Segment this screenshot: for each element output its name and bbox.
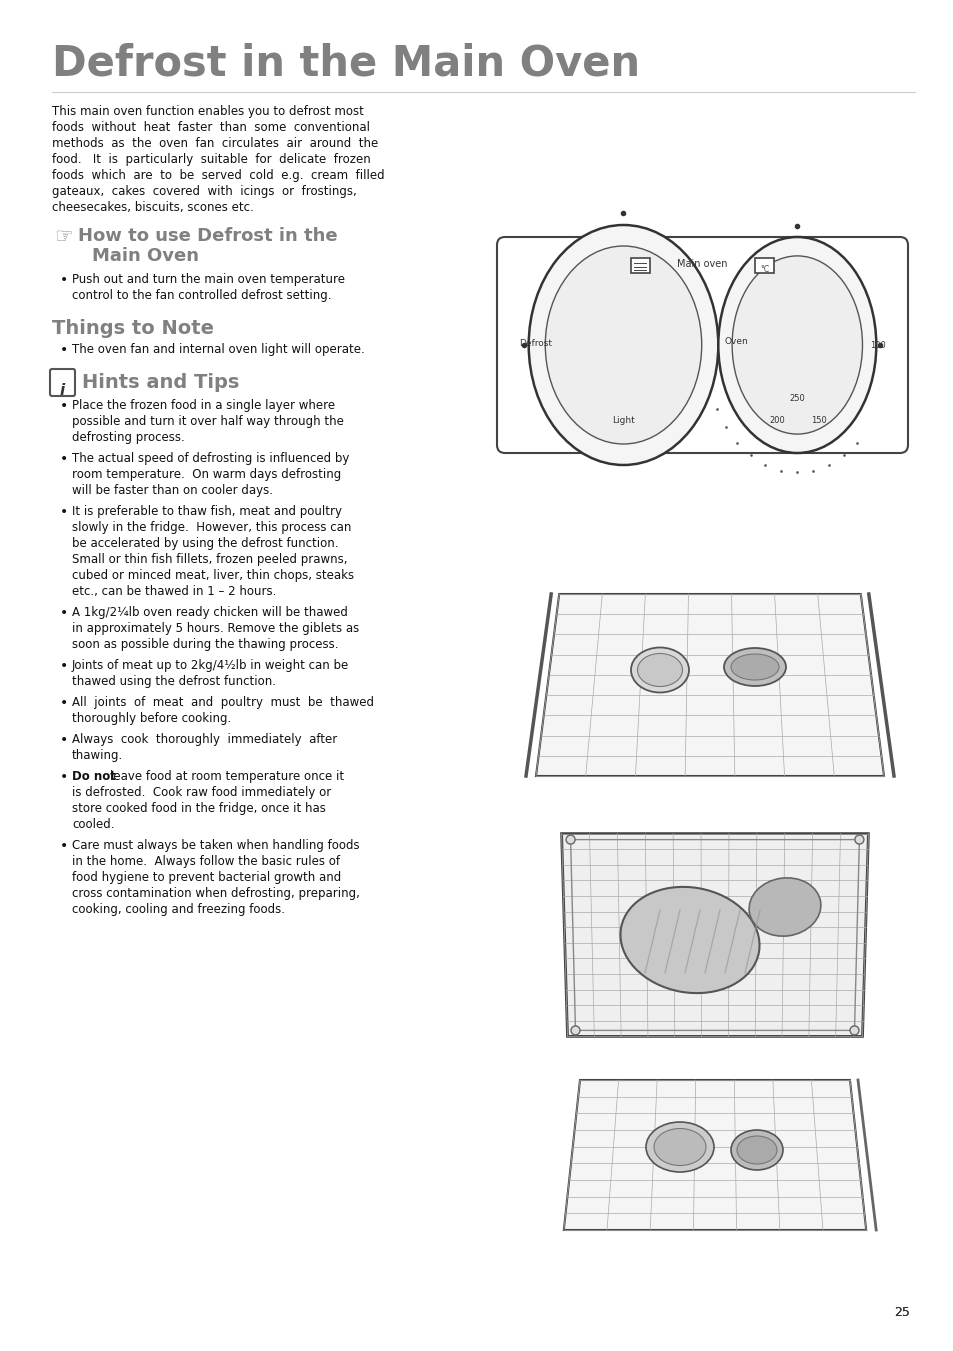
Text: possible and turn it over half way through the: possible and turn it over half way throu… [71, 415, 343, 428]
Text: •: • [60, 273, 69, 286]
Text: •: • [60, 343, 69, 357]
Text: 100: 100 [869, 340, 885, 350]
Text: •: • [60, 659, 69, 673]
Text: How to use Defrost in the: How to use Defrost in the [78, 227, 337, 245]
Text: leave food at room temperature once it: leave food at room temperature once it [110, 770, 344, 784]
Ellipse shape [654, 1128, 705, 1166]
Text: will be faster than on cooler days.: will be faster than on cooler days. [71, 484, 273, 497]
Polygon shape [563, 1079, 865, 1229]
Text: thoroughly before cooking.: thoroughly before cooking. [71, 712, 231, 725]
Text: slowly in the fridge.  However, this process can: slowly in the fridge. However, this proc… [71, 521, 351, 534]
Text: The oven fan and internal oven light will operate.: The oven fan and internal oven light wil… [71, 343, 364, 357]
Text: thawing.: thawing. [71, 748, 123, 762]
Circle shape [571, 1025, 579, 1035]
Text: 25: 25 [893, 1306, 909, 1319]
Text: This main oven function enables you to defrost most: This main oven function enables you to d… [52, 105, 363, 118]
Text: Care must always be taken when handling foods: Care must always be taken when handling … [71, 839, 359, 852]
Text: foods  without  heat  faster  than  some  conventional: foods without heat faster than some conv… [52, 122, 370, 134]
Circle shape [854, 835, 863, 844]
Text: cross contamination when defrosting, preparing,: cross contamination when defrosting, pre… [71, 888, 359, 900]
Text: is defrosted.  Cook raw food immediately or: is defrosted. Cook raw food immediately … [71, 786, 331, 798]
Text: room temperature.  On warm days defrosting: room temperature. On warm days defrostin… [71, 467, 341, 481]
Polygon shape [536, 594, 883, 775]
Ellipse shape [748, 878, 820, 936]
Ellipse shape [619, 886, 759, 993]
Text: •: • [60, 505, 69, 519]
Ellipse shape [730, 1129, 782, 1170]
Text: 200: 200 [769, 416, 784, 426]
FancyBboxPatch shape [497, 236, 907, 453]
Text: defrosting process.: defrosting process. [71, 431, 185, 444]
Text: A 1kg/2¼lb oven ready chicken will be thawed: A 1kg/2¼lb oven ready chicken will be th… [71, 607, 348, 619]
Text: •: • [60, 770, 69, 784]
Text: be accelerated by using the defrost function.: be accelerated by using the defrost func… [71, 536, 338, 550]
Ellipse shape [730, 654, 779, 680]
Text: 250: 250 [788, 393, 804, 403]
Text: cooking, cooling and freezing foods.: cooking, cooling and freezing foods. [71, 902, 285, 916]
Text: 150: 150 [811, 416, 826, 426]
Text: All  joints  of  meat  and  poultry  must  be  thawed: All joints of meat and poultry must be t… [71, 696, 374, 709]
Text: Always  cook  thoroughly  immediately  after: Always cook thoroughly immediately after [71, 734, 337, 746]
Text: •: • [60, 839, 69, 852]
Text: store cooked food in the fridge, once it has: store cooked food in the fridge, once it… [71, 802, 326, 815]
Text: i: i [60, 382, 65, 399]
Text: Light: Light [612, 416, 634, 426]
Text: Small or thin fish fillets, frozen peeled prawns,: Small or thin fish fillets, frozen peele… [71, 553, 347, 566]
Text: in approximately 5 hours. Remove the giblets as: in approximately 5 hours. Remove the gib… [71, 621, 359, 635]
Text: gateaux,  cakes  covered  with  icings  or  frostings,: gateaux, cakes covered with icings or fr… [52, 185, 356, 199]
Text: food.   It  is  particularly  suitable  for  delicate  frozen: food. It is particularly suitable for de… [52, 153, 371, 166]
Text: Defrost in the Main Oven: Defrost in the Main Oven [52, 42, 639, 84]
Text: ☞: ☞ [54, 227, 72, 247]
Text: methods  as  the  oven  fan  circulates  air  around  the: methods as the oven fan circulates air a… [52, 136, 377, 150]
Text: Hints and Tips: Hints and Tips [82, 373, 239, 392]
Text: in the home.  Always follow the basic rules of: in the home. Always follow the basic rul… [71, 855, 339, 867]
Text: cooled.: cooled. [71, 817, 114, 831]
FancyBboxPatch shape [754, 258, 773, 273]
Text: etc., can be thawed in 1 – 2 hours.: etc., can be thawed in 1 – 2 hours. [71, 585, 276, 598]
Ellipse shape [545, 246, 701, 444]
Text: Defrost: Defrost [518, 339, 552, 347]
Text: It is preferable to thaw fish, meat and poultry: It is preferable to thaw fish, meat and … [71, 505, 341, 517]
Text: 25: 25 [893, 1306, 909, 1319]
Ellipse shape [528, 226, 718, 465]
Text: control to the fan controlled defrost setting.: control to the fan controlled defrost se… [71, 289, 331, 303]
Ellipse shape [645, 1121, 713, 1173]
Circle shape [849, 1025, 858, 1035]
Ellipse shape [637, 654, 681, 686]
Ellipse shape [737, 1136, 776, 1165]
Text: Things to Note: Things to Note [52, 319, 213, 338]
Text: food hygiene to prevent bacterial growth and: food hygiene to prevent bacterial growth… [71, 871, 341, 884]
Text: Do not: Do not [71, 770, 120, 784]
FancyBboxPatch shape [630, 258, 649, 273]
Text: Oven: Oven [723, 336, 747, 346]
Text: •: • [60, 399, 69, 413]
Ellipse shape [731, 255, 862, 434]
Circle shape [565, 835, 575, 844]
Text: Place the frozen food in a single layer where: Place the frozen food in a single layer … [71, 399, 335, 412]
Text: °C: °C [760, 265, 768, 274]
Ellipse shape [718, 236, 876, 453]
Text: Main oven: Main oven [677, 259, 727, 269]
Text: •: • [60, 607, 69, 620]
Text: •: • [60, 453, 69, 466]
Text: foods  which  are  to  be  served  cold  e.g.  cream  filled: foods which are to be served cold e.g. c… [52, 169, 384, 182]
Text: soon as possible during the thawing process.: soon as possible during the thawing proc… [71, 638, 338, 651]
FancyBboxPatch shape [50, 369, 75, 396]
Text: cubed or minced meat, liver, thin chops, steaks: cubed or minced meat, liver, thin chops,… [71, 569, 354, 582]
Text: thawed using the defrost function.: thawed using the defrost function. [71, 676, 275, 688]
Text: cheesecakes, biscuits, scones etc.: cheesecakes, biscuits, scones etc. [52, 201, 253, 213]
Text: The actual speed of defrosting is influenced by: The actual speed of defrosting is influe… [71, 453, 349, 465]
Text: •: • [60, 696, 69, 711]
Text: Push out and turn the main oven temperature: Push out and turn the main oven temperat… [71, 273, 345, 286]
Text: Main Oven: Main Oven [91, 247, 199, 265]
Text: •: • [60, 734, 69, 747]
Ellipse shape [723, 648, 785, 686]
Polygon shape [561, 834, 867, 1036]
Text: Joints of meat up to 2kg/4½lb in weight can be: Joints of meat up to 2kg/4½lb in weight … [71, 659, 349, 671]
Ellipse shape [630, 647, 688, 693]
